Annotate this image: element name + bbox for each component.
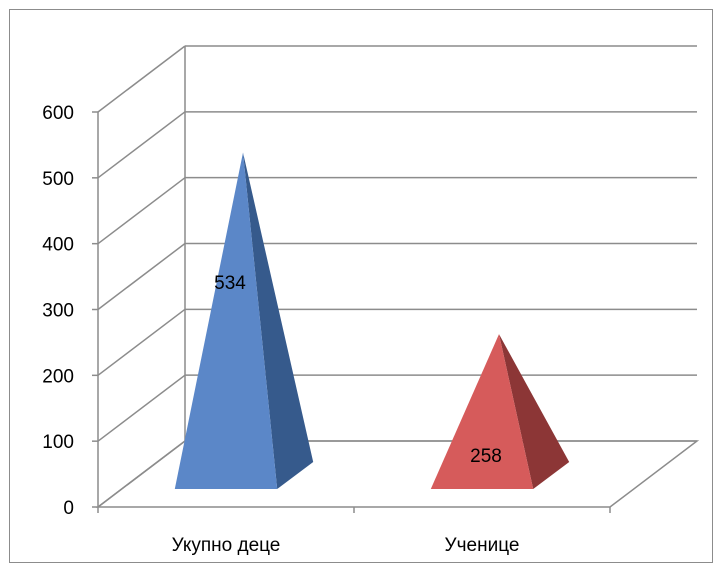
gridline-diagonal [97,242,186,311]
y-tick-label: 300 [42,301,74,322]
y-tick-label: 400 [42,235,74,256]
gridline-diagonal [97,374,186,442]
gridline-diagonal [97,308,186,376]
gridline-diagonal [97,45,186,113]
pyramid-front-face [430,334,534,489]
y-tick-label: 100 [42,432,74,453]
y-tick-label: 200 [42,366,74,387]
data-label: 258 [470,446,502,467]
x-tick-label: Укупно деце [172,535,281,556]
chart-axes [92,111,611,513]
pyramids [174,152,570,489]
pyramid-front-face [174,152,278,489]
y-tick-label: 600 [42,103,74,124]
gridline-diagonal [97,440,186,508]
gridline-diagonal [97,177,186,245]
y-tick-label: 500 [42,169,74,190]
pyramid-side-face [243,152,314,489]
pyramid-1 [174,152,314,489]
y-tick-label: 0 [63,498,74,519]
gridline-diagonal [97,111,186,179]
pyramid-2 [430,334,570,489]
chart-labels: 0 100 200 300 400 500 600 534 Укупно деце 258 Учен… [42,103,519,556]
chart-frame [9,9,713,563]
data-label: 534 [214,273,246,294]
x-tick-label: Ученице [445,535,520,556]
gridlines [97,45,697,508]
pyramid-side-face [499,334,570,489]
